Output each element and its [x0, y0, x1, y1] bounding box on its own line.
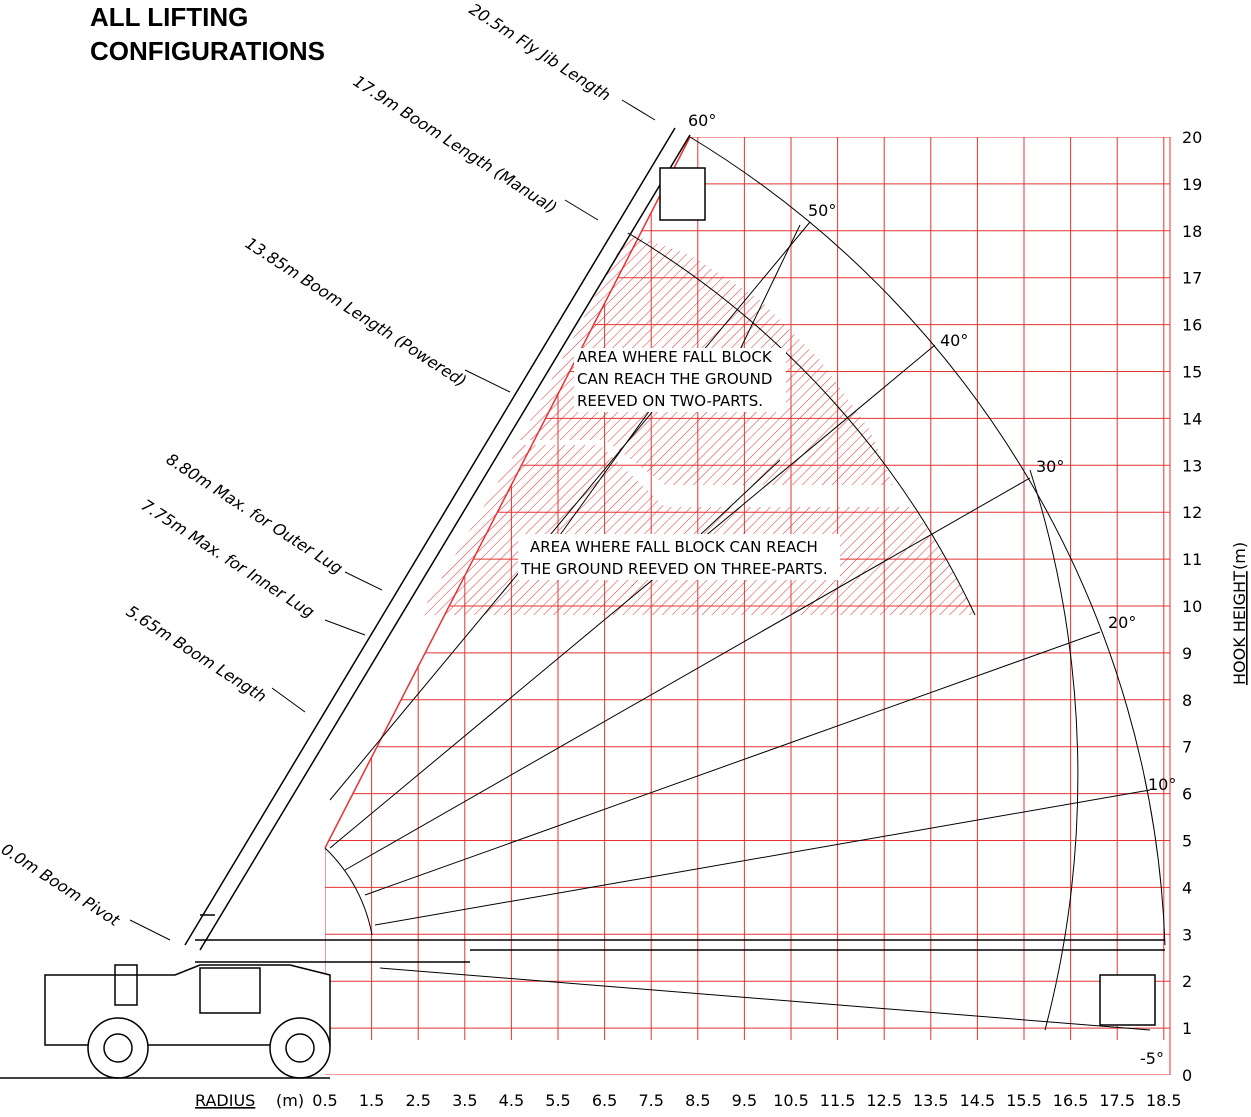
- area-label: THE GROUND REEVED ON THREE-PARTS.: [520, 560, 828, 578]
- y-tick-label: 4: [1182, 878, 1192, 897]
- y-tick-label: 8: [1182, 691, 1192, 710]
- angle-label: 10°: [1148, 775, 1176, 794]
- boom-label: 20.5m Fly Jib Length: [466, 0, 614, 105]
- y-tick-label: 9: [1182, 644, 1192, 663]
- x-tick-label: 9.5: [732, 1091, 757, 1110]
- leader-line: [325, 620, 365, 635]
- y-tick-label: 6: [1182, 785, 1192, 804]
- boom-label: 0.0m Boom Pivot: [0, 839, 124, 930]
- x-tick-label: 4.5: [499, 1091, 524, 1110]
- angle-label: 30°: [1036, 457, 1064, 476]
- y-axis-label: HOOK HEIGHT: [1230, 571, 1249, 685]
- leader-line: [565, 200, 598, 220]
- x-tick-label: 12.5: [866, 1091, 902, 1110]
- y-tick-label: 11: [1182, 550, 1202, 569]
- y-tick-label: 18: [1182, 222, 1202, 241]
- x-tick-label: 16.5: [1053, 1091, 1089, 1110]
- y-tick-label: 20: [1182, 128, 1202, 147]
- y-tick-label: 2: [1182, 972, 1192, 991]
- x-tick-label: 14.5: [960, 1091, 996, 1110]
- area-label: CAN REACH THE GROUND: [577, 370, 772, 388]
- boom-label: 17.9m Boom Length (Manual): [350, 71, 561, 217]
- x-tick-label: 7.5: [638, 1091, 663, 1110]
- angle-label: 40°: [940, 331, 968, 350]
- area-label: AREA WHERE FALL BLOCK: [577, 348, 773, 366]
- y-tick-label: 1: [1182, 1019, 1192, 1038]
- angle-label: 20°: [1108, 613, 1136, 632]
- boom-label: 8.80m Max. for Outer Lug: [163, 449, 346, 577]
- y-tick-label: 19: [1182, 175, 1202, 194]
- angle-label: 50°: [808, 201, 836, 220]
- diagram: ALL LIFTING CONFIGURATIONS: [0, 0, 1251, 1117]
- x-tick-label: 1.5: [359, 1091, 384, 1110]
- leader-line: [130, 920, 170, 940]
- y-axis-unit: (m): [1230, 542, 1249, 570]
- y-tick-label: 16: [1182, 316, 1202, 335]
- x-axis-unit: (m): [276, 1091, 304, 1110]
- x-tick-label: 10.5: [773, 1091, 809, 1110]
- y-tick-label: 3: [1182, 925, 1192, 944]
- x-axis-label: RADIUS: [195, 1091, 255, 1110]
- angle-label: -5°: [1140, 1049, 1164, 1068]
- boom-label: 7.75m Max. for Inner Lug: [138, 495, 318, 621]
- y-tick-label: 12: [1182, 503, 1202, 522]
- x-tick-label: 11.5: [820, 1091, 856, 1110]
- x-tick-label: 5.5: [545, 1091, 570, 1110]
- y-tick-label: 10: [1182, 597, 1202, 616]
- angle-label: 60°: [688, 111, 716, 130]
- y-tick-label: 0: [1182, 1066, 1192, 1085]
- y-tick-label: 7: [1182, 738, 1192, 757]
- leader-line: [345, 572, 382, 590]
- leader-line: [465, 370, 510, 392]
- leader-line: [272, 688, 305, 712]
- x-tick-label: 17.5: [1099, 1091, 1135, 1110]
- boom-label: 5.65m Boom Length: [123, 601, 270, 706]
- x-tick-label: 3.5: [452, 1091, 477, 1110]
- leader-line: [622, 100, 655, 120]
- y-tick-label: 15: [1182, 363, 1202, 382]
- x-tick-label: 15.5: [1006, 1091, 1042, 1110]
- x-tick-label: 18.5: [1146, 1091, 1182, 1110]
- area-label: REEVED ON TWO-PARTS.: [577, 392, 763, 410]
- x-tick-label: 8.5: [685, 1091, 710, 1110]
- y-tick-label: 14: [1182, 409, 1202, 428]
- y-tick-label: 17: [1182, 269, 1202, 288]
- boom-label: 13.85m Boom Length (Powered): [242, 233, 470, 390]
- x-tick-label: 2.5: [405, 1091, 430, 1110]
- x-tick-label: 0.5: [312, 1091, 337, 1110]
- area-label: AREA WHERE FALL BLOCK CAN REACH: [530, 538, 818, 556]
- x-tick-label: 13.5: [913, 1091, 949, 1110]
- y-tick-label: 5: [1182, 832, 1192, 851]
- x-tick-label: 6.5: [592, 1091, 617, 1110]
- y-tick-label: 13: [1182, 456, 1202, 475]
- title-line: ALL LIFTING: [90, 2, 248, 32]
- title-line: CONFIGURATIONS: [90, 36, 325, 66]
